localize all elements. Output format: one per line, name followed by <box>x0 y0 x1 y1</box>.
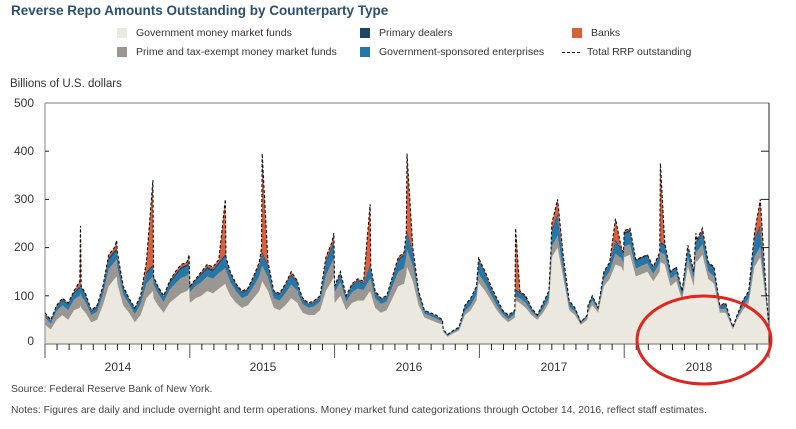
x-tick-label: 2014 <box>104 360 132 374</box>
area-government-money-market-funds <box>45 247 769 344</box>
x-tick-label: 2017 <box>540 360 568 374</box>
area-government-sponsored-enterprises <box>45 216 769 336</box>
y-tick-label: 0 <box>27 334 34 348</box>
legend-label: Primary dealers <box>379 27 453 39</box>
y-axis-label: Billions of U.S. dollars <box>10 78 122 90</box>
legend-item-total: Total RRP outstanding <box>562 46 691 58</box>
legend-swatch <box>360 47 370 57</box>
highlight-ellipse <box>635 294 773 386</box>
legend-swatch <box>117 47 127 57</box>
legend-label: Prime and tax-exempt money market funds <box>136 46 337 58</box>
y-tick-label: 400 <box>13 144 34 158</box>
y-tick-label: 300 <box>13 192 34 206</box>
area-prime-and-tax-exempt-money-market-funds <box>45 235 769 337</box>
x-tick-label: 2015 <box>249 360 277 374</box>
legend-swatch <box>360 28 370 38</box>
source-note: Source: Federal Reserve Bank of New York… <box>11 384 213 395</box>
legend-label: Banks <box>591 27 621 39</box>
legend-swatch <box>117 28 127 38</box>
legend-label: Total RRP outstanding <box>587 46 692 58</box>
footnote: Notes: Figures are daily and include ove… <box>11 405 707 416</box>
x-tick-label: 2016 <box>395 360 423 374</box>
legend-item-banks: Banks <box>572 27 620 39</box>
legend-label: Government-sponsored enterprises <box>379 46 545 58</box>
legend-dash <box>562 51 580 53</box>
y-tick-label: 500 <box>13 96 34 110</box>
legend-item-gse: Government-sponsored enterprises <box>360 46 544 58</box>
legend-item-gov-mmf: Government money market funds <box>117 27 292 39</box>
chart-title: Reverse Repo Amounts Outstanding by Coun… <box>11 3 389 18</box>
y-tick-label: 200 <box>13 240 34 254</box>
legend-label: Government money market funds <box>136 27 292 39</box>
total-rrp-line <box>44 153 769 336</box>
y-tick-label: 100 <box>13 289 34 303</box>
legend-item-primary-dealers: Primary dealers <box>360 27 453 39</box>
legend-item-prime-mmf: Prime and tax-exempt money market funds <box>117 46 337 58</box>
stacked-areas <box>45 153 769 344</box>
legend-swatch <box>572 28 582 38</box>
x-tick-label: 2018 <box>685 360 713 374</box>
axis-ticks <box>44 150 770 358</box>
